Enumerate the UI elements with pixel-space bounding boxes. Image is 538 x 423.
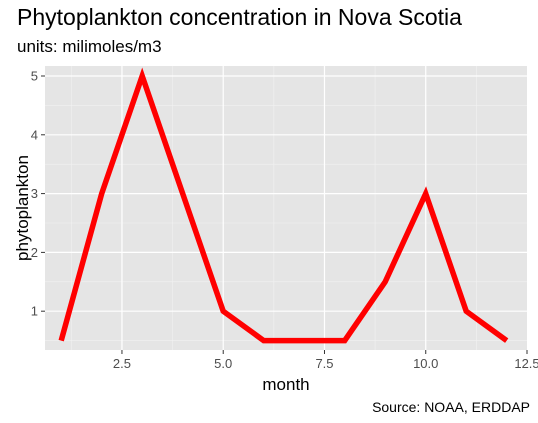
- series-line: [58, 67, 509, 344]
- x-tick-label: 5.0: [214, 356, 232, 371]
- chart-subtitle: units: milimoles/m3: [17, 37, 162, 56]
- x-axis: 2.5 5.0 7.5 10.0 12.5: [113, 350, 538, 371]
- y-tick-label: 5: [31, 68, 38, 83]
- chart-caption: Source: NOAA, ERDDAP: [372, 399, 530, 415]
- y-axis: 1 2 3 4 5: [31, 68, 45, 319]
- major-gridlines: [45, 66, 527, 350]
- y-axis-title: phytoplankton: [13, 155, 32, 261]
- y-tick-label: 3: [31, 186, 38, 201]
- x-axis-title: month: [262, 375, 309, 394]
- plot-panel: [45, 66, 527, 350]
- series-layer: [58, 67, 509, 344]
- x-tick-label: 7.5: [315, 356, 333, 371]
- y-tick-label: 4: [31, 127, 38, 142]
- x-tick-label: 2.5: [113, 356, 131, 371]
- chart-title: Phytoplankton concentration in Nova Scot…: [17, 4, 462, 30]
- x-tick-label: 12.5: [514, 356, 538, 371]
- y-tick-label: 1: [31, 304, 38, 319]
- y-tick-label: 2: [31, 245, 38, 260]
- x-tick-label: 10.0: [413, 356, 438, 371]
